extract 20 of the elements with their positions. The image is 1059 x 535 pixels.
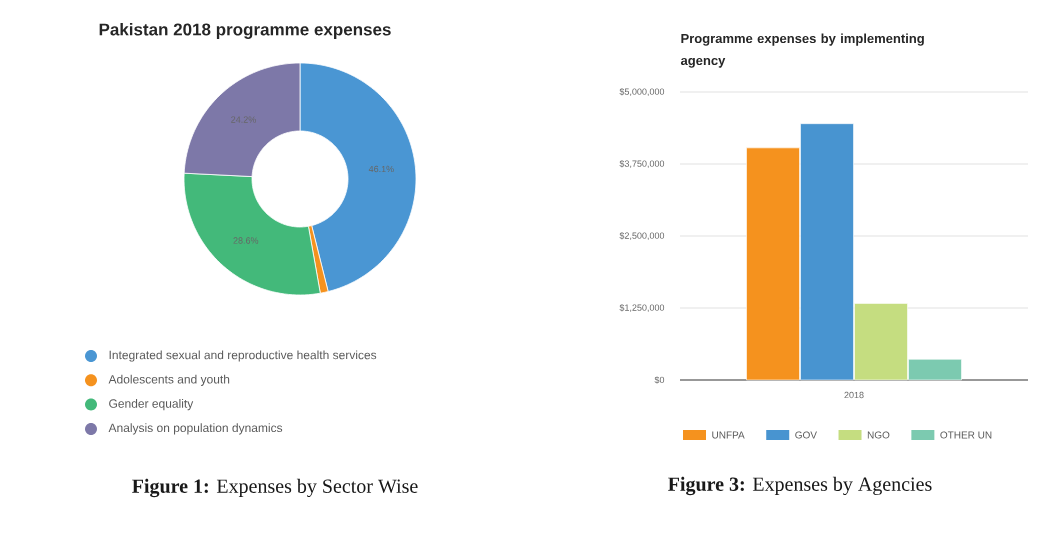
y-tick-label: $1,250,000 bbox=[619, 304, 665, 312]
legend-label: Integrated sexual and reproductive health services bbox=[109, 350, 377, 362]
legend-label: Gender equality bbox=[109, 399, 194, 411]
legend-label: NGO bbox=[867, 431, 890, 439]
text: Figure 3: Expenses by Agencies bbox=[668, 476, 932, 496]
legend-label: OTHER UN bbox=[940, 431, 992, 439]
legend-label: GOV bbox=[795, 431, 817, 439]
y-tick-label: $2,500,000 bbox=[619, 232, 665, 240]
chart-title: Programme expenses by implementing agency bbox=[680, 33, 924, 68]
y-tick-label: $5,000,000 bbox=[619, 88, 665, 96]
legend-label: UNFPA bbox=[712, 431, 745, 439]
y-tick-label: $0 bbox=[654, 376, 665, 384]
y-tick-label: $3,750,000 bbox=[619, 160, 665, 168]
x-tick-label: 2018 bbox=[844, 391, 864, 399]
chart-title: Pakistan 2018 programme expenses bbox=[99, 23, 391, 39]
data-label: 28.6% bbox=[233, 237, 259, 244]
data-label: 46.1% bbox=[368, 165, 394, 173]
legend-label: Analysis on population dynamics bbox=[108, 423, 283, 435]
legend-label: Adolescents and youth bbox=[108, 374, 230, 386]
text: Figure 1: Expenses by Sector Wise bbox=[132, 478, 418, 498]
